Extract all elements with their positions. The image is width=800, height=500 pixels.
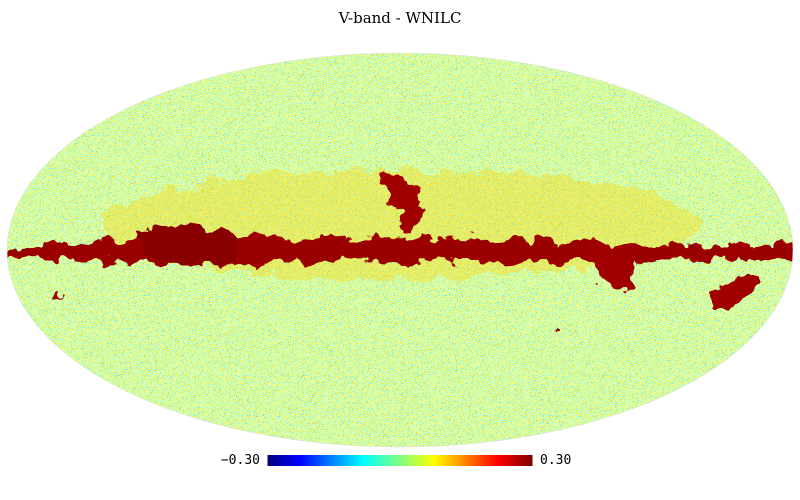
map-title: V-band - WNILC xyxy=(338,9,462,27)
galactic-plane xyxy=(7,170,793,336)
mollweide-map xyxy=(7,53,793,447)
colorbar-label: −0.30 xyxy=(221,453,260,468)
map-outline xyxy=(6,52,794,448)
colorbar xyxy=(268,455,532,466)
colorbar-label: 0.30 xyxy=(540,453,571,468)
